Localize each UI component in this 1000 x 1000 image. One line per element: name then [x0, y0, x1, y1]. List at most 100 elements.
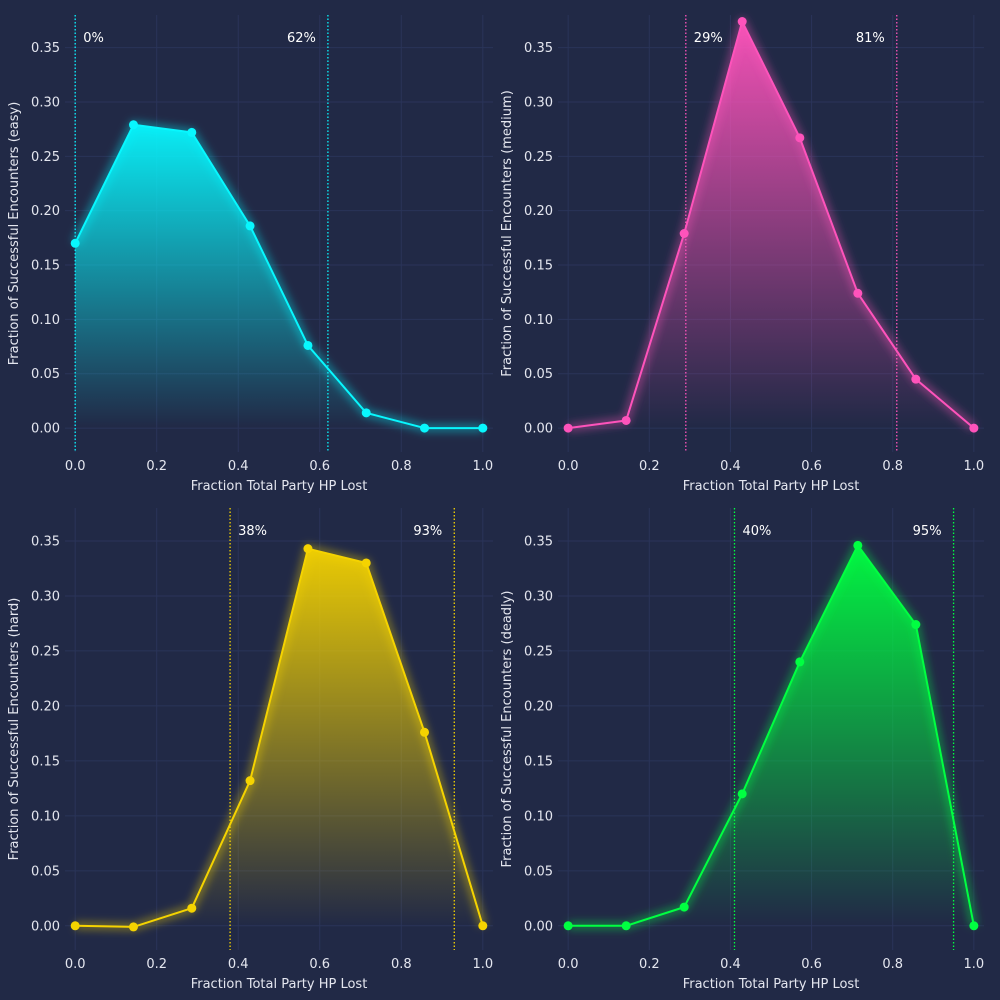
- x-tick-label: 1.0: [472, 957, 493, 972]
- y-tick-label: 0.05: [524, 367, 553, 382]
- data-point: [361, 408, 371, 418]
- x-tick-label: 0.0: [65, 957, 86, 972]
- y-tick-label: 0.20: [31, 699, 60, 714]
- data-point: [478, 423, 488, 433]
- x-tick-label: 1.0: [964, 957, 985, 972]
- x-tick-label: 0.2: [146, 459, 167, 474]
- data-point: [737, 789, 747, 799]
- series-line: [568, 20, 975, 430]
- threshold-label: 62%: [287, 31, 316, 46]
- chart-panel-deadly: 0.0 0.2 0.4 0.6 0.8 1.0 0.00 0.05 0.10 0.15 0.20 0.…: [500, 508, 984, 992]
- data-point: [853, 540, 863, 550]
- y-axis-label: Fraction of Successful Encounters (mediu…: [500, 90, 515, 377]
- data-point: [911, 374, 921, 384]
- x-tick-label: 0.6: [801, 459, 822, 474]
- chart-panel-medium: 0.0 0.2 0.4 0.6 0.8 1.0 0.00 0.05 0.10 0.15 0.20 0.…: [500, 15, 984, 494]
- y-tick-label: 0.35: [31, 41, 60, 56]
- y-axis-label: Fraction of Successful Encounters (hard): [7, 598, 22, 861]
- y-axis-label: Fraction of Successful Encounters (easy): [7, 102, 22, 366]
- x-tick-label: 0.4: [228, 459, 249, 474]
- x-axis-label: Fraction Total Party HP Lost: [191, 977, 368, 992]
- x-axis-label: Fraction Total Party HP Lost: [683, 479, 860, 494]
- data-point: [245, 776, 255, 786]
- data-point: [187, 903, 197, 913]
- y-tick-label: 0.00: [31, 422, 60, 437]
- x-tick-label: 0.0: [65, 459, 86, 474]
- x-tick-label: 0.0: [558, 957, 579, 972]
- x-tick-label: 0.8: [882, 957, 903, 972]
- x-tick-label: 0.6: [309, 957, 330, 972]
- data-point: [795, 133, 805, 143]
- x-tick-label: 1.0: [964, 459, 985, 474]
- y-tick-label: 0.10: [524, 313, 553, 328]
- y-tick-label: 0.25: [31, 150, 60, 165]
- data-point: [70, 238, 80, 248]
- chart-panel-easy: 0.0 0.2 0.4 0.6 0.8 1.0 0.00 0.05 0.10 0.15 0.20 0.…: [7, 15, 493, 494]
- x-tick-label: 0.2: [639, 459, 660, 474]
- y-tick-label: 0.10: [524, 809, 553, 824]
- threshold-label: 0%: [83, 31, 104, 46]
- data-point: [969, 921, 979, 931]
- data-point: [245, 221, 255, 231]
- threshold-label: 38%: [238, 524, 267, 539]
- y-tick-label: 0.15: [524, 259, 553, 274]
- y-tick-label: 0.05: [31, 864, 60, 879]
- y-tick-label: 0.35: [524, 41, 553, 56]
- data-point: [420, 727, 430, 737]
- threshold-label: 40%: [742, 524, 771, 539]
- y-axis-label: Fraction of Successful Encounters (deadl…: [500, 591, 515, 868]
- x-axis-label: Fraction Total Party HP Lost: [683, 977, 860, 992]
- series-line: [75, 547, 484, 928]
- x-tick-label: 0.2: [639, 957, 660, 972]
- y-tick-label: 0.35: [31, 534, 60, 549]
- y-tick-label: 0.35: [524, 534, 553, 549]
- threshold-label: 81%: [856, 31, 885, 46]
- x-tick-label: 0.2: [146, 957, 167, 972]
- data-point: [969, 423, 979, 433]
- area-fill: [75, 548, 483, 927]
- threshold-label: 93%: [413, 524, 442, 539]
- x-tick-label: 0.6: [309, 459, 330, 474]
- series-line: [568, 544, 975, 927]
- data-point: [795, 657, 805, 667]
- data-point: [563, 423, 573, 433]
- y-tick-label: 0.10: [31, 809, 60, 824]
- y-tick-label: 0.10: [31, 313, 60, 328]
- y-tick-label: 0.25: [524, 150, 553, 165]
- data-point: [679, 902, 689, 912]
- y-tick-label: 0.00: [524, 919, 553, 934]
- threshold-label: 29%: [694, 31, 723, 46]
- data-point: [563, 921, 573, 931]
- x-tick-label: 0.8: [391, 957, 412, 972]
- data-point: [70, 921, 80, 931]
- x-tick-label: 0.8: [882, 459, 903, 474]
- y-tick-label: 0.00: [524, 422, 553, 437]
- x-tick-label: 1.0: [472, 459, 493, 474]
- y-tick-label: 0.30: [524, 95, 553, 110]
- data-point: [303, 340, 313, 350]
- x-axis-label: Fraction Total Party HP Lost: [191, 479, 368, 494]
- data-point: [187, 127, 197, 137]
- y-tick-label: 0.30: [524, 589, 553, 604]
- data-point: [911, 620, 921, 630]
- data-point: [621, 415, 631, 425]
- y-tick-label: 0.30: [31, 95, 60, 110]
- x-tick-label: 0.4: [720, 957, 741, 972]
- x-tick-label: 0.0: [558, 459, 579, 474]
- data-point: [128, 120, 138, 130]
- data-point: [478, 921, 488, 931]
- area-fill: [568, 21, 974, 429]
- data-point: [420, 423, 430, 433]
- data-point: [303, 544, 313, 554]
- y-tick-label: 0.15: [31, 754, 60, 769]
- threshold-label: 95%: [913, 524, 942, 539]
- chart-panel-hard: 0.0 0.2 0.4 0.6 0.8 1.0 0.00 0.05 0.10 0.15 0.20 0.…: [7, 508, 493, 992]
- x-tick-label: 0.8: [391, 459, 412, 474]
- y-tick-label: 0.00: [31, 919, 60, 934]
- y-tick-label: 0.20: [524, 699, 553, 714]
- y-tick-label: 0.05: [524, 864, 553, 879]
- data-point: [853, 288, 863, 298]
- data-point: [361, 558, 371, 568]
- data-point: [679, 229, 689, 238]
